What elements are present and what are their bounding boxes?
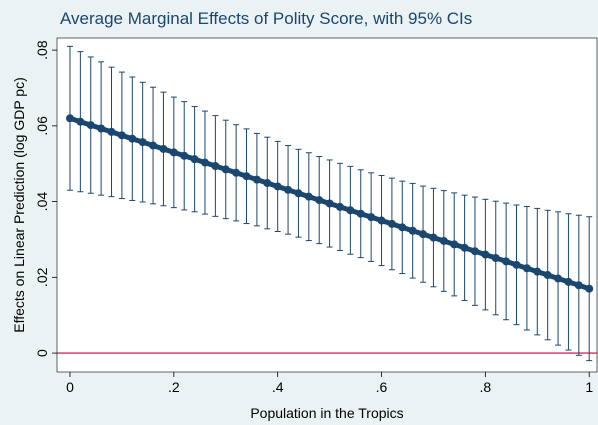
point bbox=[159, 144, 168, 153]
point bbox=[211, 161, 220, 170]
point bbox=[242, 172, 251, 181]
point bbox=[315, 196, 324, 205]
point bbox=[138, 138, 147, 147]
y-tick-label: .04 bbox=[34, 192, 50, 212]
point bbox=[470, 247, 479, 256]
point bbox=[232, 168, 241, 177]
point bbox=[356, 209, 365, 218]
point bbox=[564, 277, 573, 286]
point bbox=[491, 254, 500, 263]
point bbox=[86, 121, 95, 130]
point bbox=[481, 250, 490, 259]
point bbox=[450, 240, 459, 249]
y-tick-label: 0 bbox=[34, 349, 50, 357]
point bbox=[502, 257, 511, 266]
point bbox=[149, 141, 158, 150]
point bbox=[439, 236, 448, 245]
point bbox=[107, 127, 116, 136]
x-tick-label: .4 bbox=[272, 379, 284, 395]
point bbox=[533, 267, 542, 276]
point bbox=[128, 134, 137, 143]
point bbox=[387, 219, 396, 228]
point bbox=[169, 148, 178, 157]
point bbox=[284, 185, 293, 194]
point bbox=[117, 131, 126, 140]
y-tick-label: .08 bbox=[34, 40, 50, 60]
point bbox=[377, 216, 386, 225]
point bbox=[200, 158, 209, 167]
point bbox=[429, 233, 438, 242]
point bbox=[294, 189, 303, 198]
point bbox=[543, 271, 552, 280]
point bbox=[304, 192, 313, 201]
x-tick-label: 0 bbox=[66, 379, 74, 395]
point bbox=[398, 223, 407, 232]
point bbox=[76, 117, 85, 126]
point bbox=[408, 226, 417, 235]
point bbox=[585, 284, 594, 293]
point bbox=[346, 206, 355, 215]
point bbox=[335, 202, 344, 211]
point bbox=[97, 124, 106, 133]
x-tick-label: .6 bbox=[376, 379, 388, 395]
point bbox=[221, 165, 230, 174]
point bbox=[263, 179, 272, 188]
x-tick-label: .8 bbox=[480, 379, 492, 395]
point bbox=[522, 264, 531, 273]
point bbox=[574, 281, 583, 290]
chart-title: Average Marginal Effects of Polity Score… bbox=[60, 9, 472, 28]
x-tick-label: 1 bbox=[585, 379, 593, 395]
x-axis-title: Population in the Tropics bbox=[250, 405, 403, 421]
y-axis-title: Effects on Linear Prediction (log GDP pc… bbox=[11, 77, 27, 333]
point bbox=[460, 243, 469, 252]
point bbox=[367, 213, 376, 222]
point bbox=[273, 182, 282, 191]
point bbox=[325, 199, 334, 208]
x-tick-label: .2 bbox=[168, 379, 180, 395]
point bbox=[252, 175, 261, 184]
point bbox=[554, 274, 563, 283]
point bbox=[512, 260, 521, 269]
point bbox=[190, 155, 199, 164]
point bbox=[180, 151, 189, 160]
point bbox=[419, 230, 428, 239]
y-tick-label: .06 bbox=[34, 116, 50, 136]
point bbox=[65, 114, 74, 123]
y-tick-label: .02 bbox=[34, 267, 50, 287]
